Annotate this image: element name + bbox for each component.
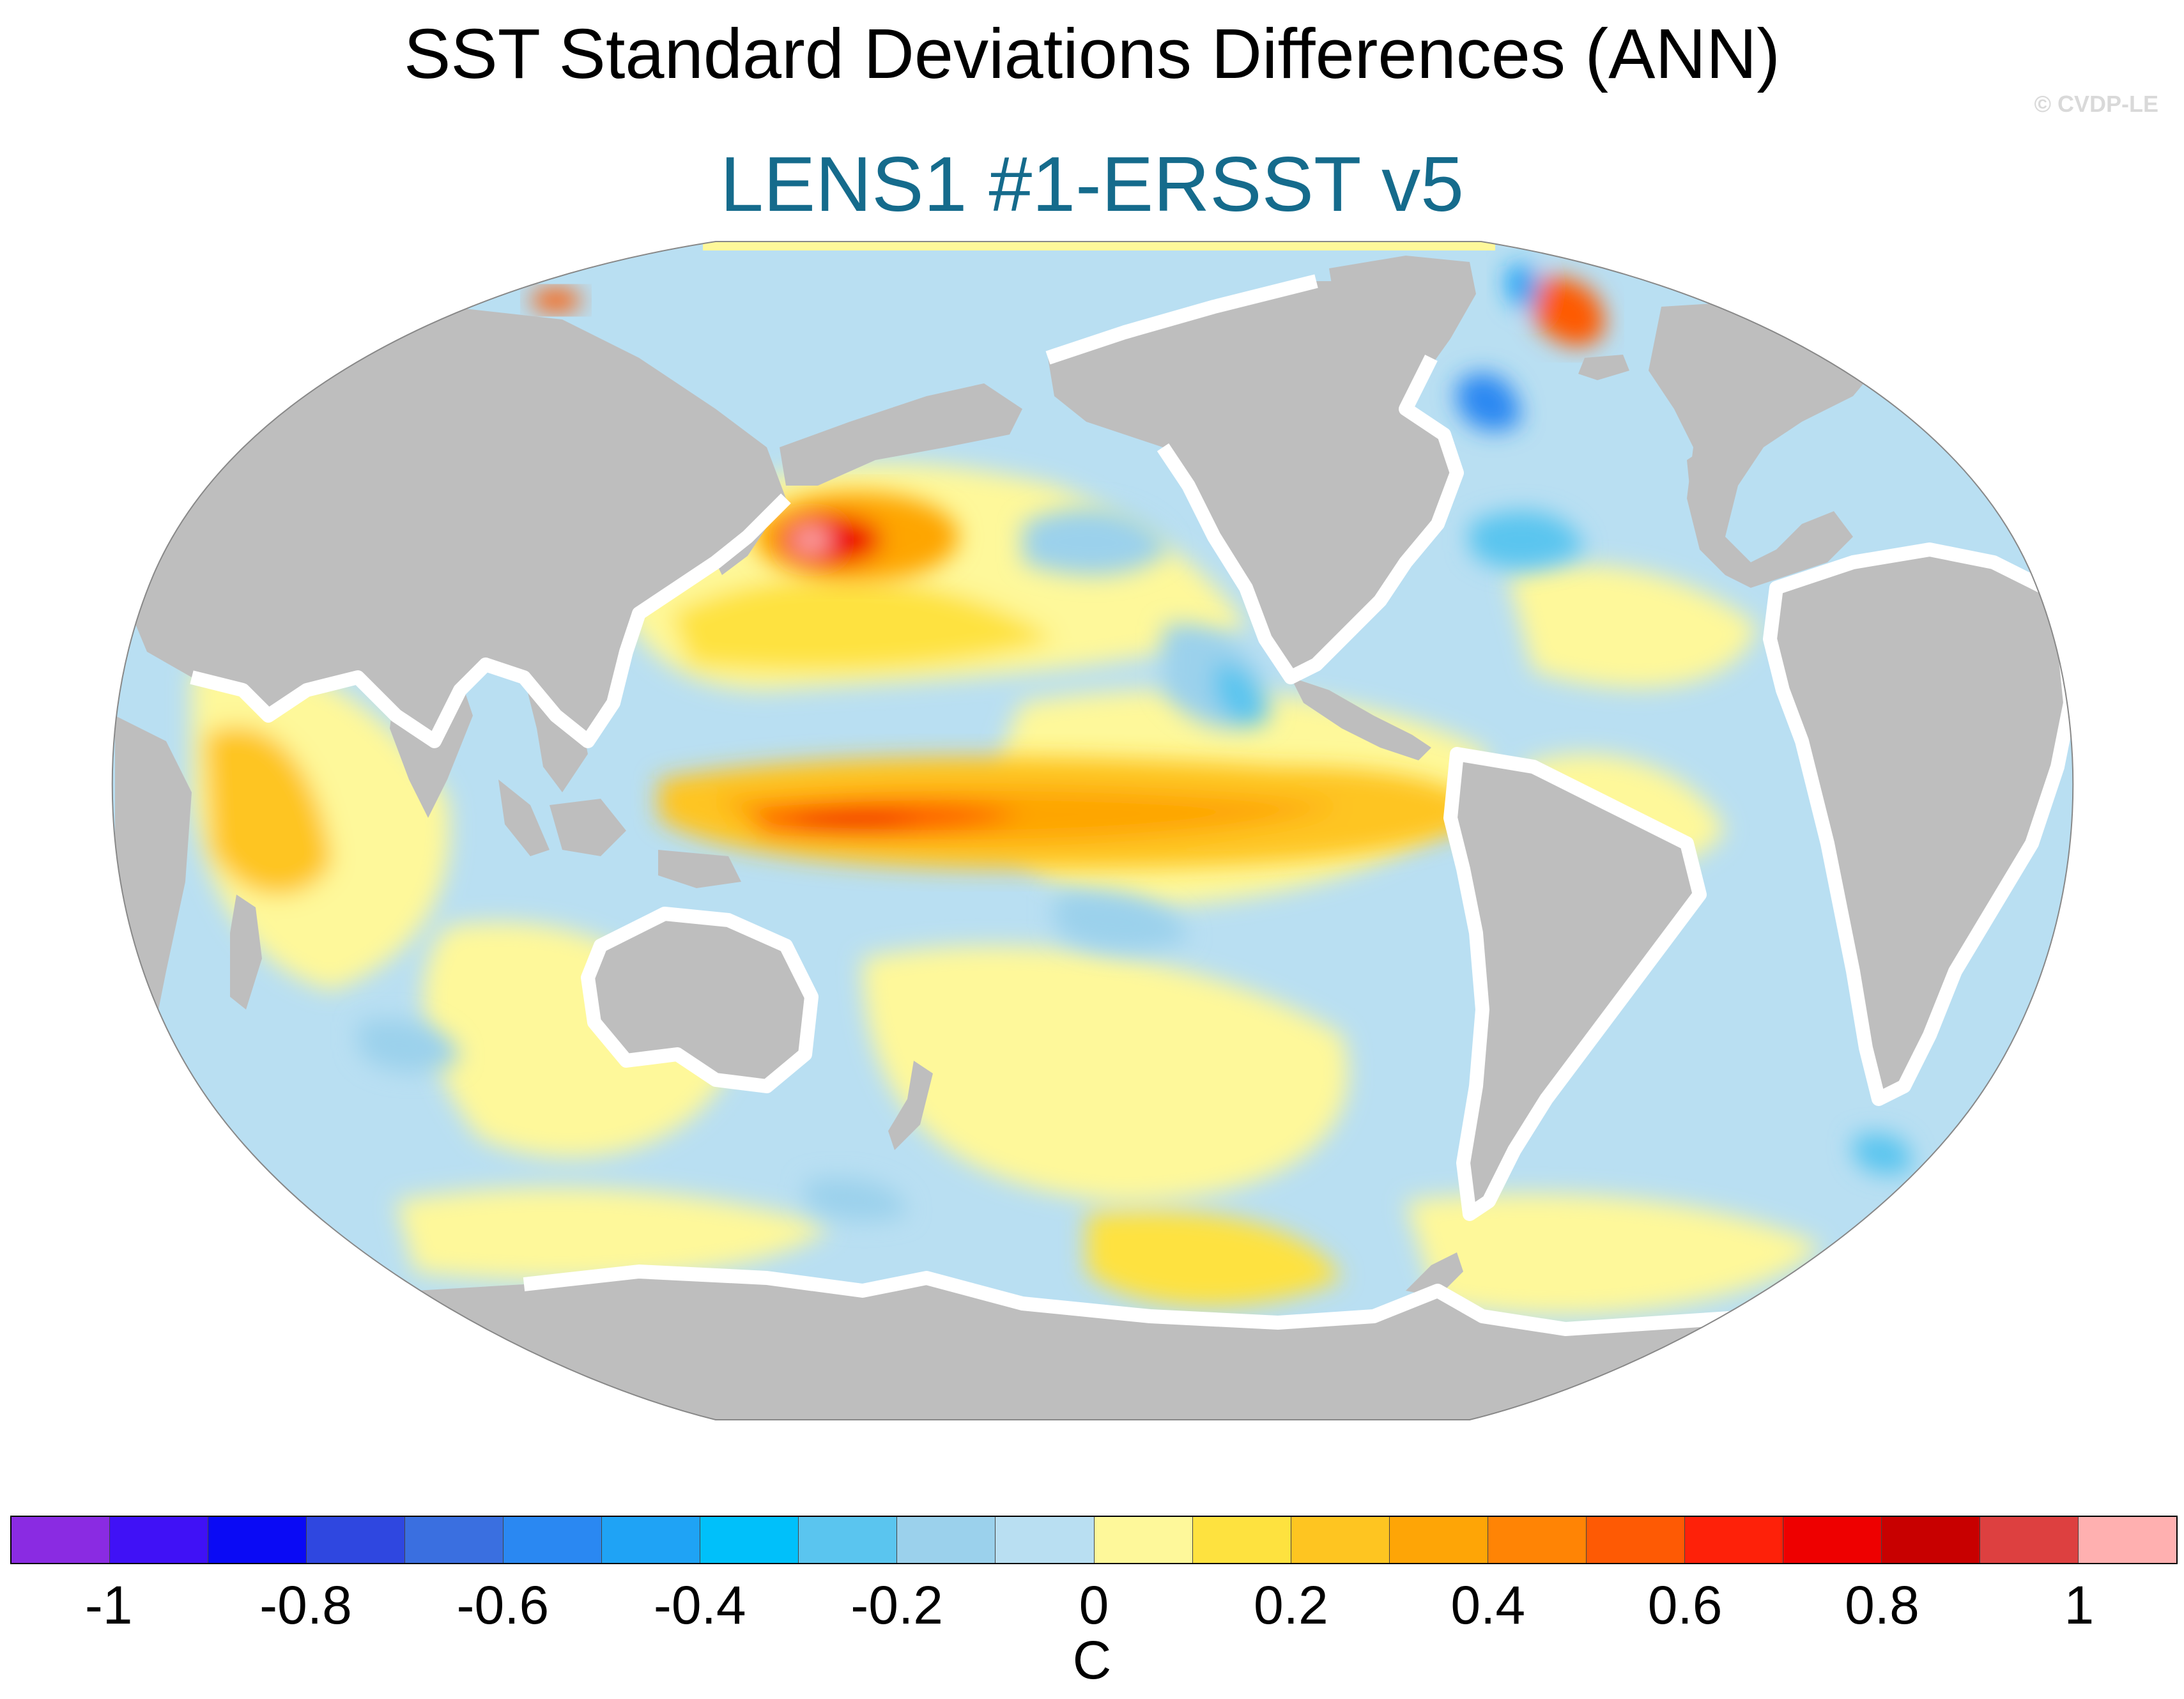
map-title: SST Standard Deviations Differences (ANN… [403, 15, 1781, 93]
colorbar-tick-label: 0.6 [1647, 1575, 1723, 1635]
south-indian-cool [358, 1019, 460, 1072]
colorbar-cell [1291, 1517, 1390, 1563]
colorbar-cell [602, 1517, 701, 1563]
labrador-sea-cool [1457, 373, 1521, 431]
land-central-america [1291, 677, 1431, 760]
arctic-warm-spot [530, 289, 581, 312]
kuroshio-hotspot [754, 492, 958, 581]
rim-north-america [1045, 274, 1464, 684]
rim-africa-right [1763, 542, 2073, 1106]
colorbar-cell [504, 1517, 603, 1563]
map-field [112, 242, 2073, 1420]
land-iceland [1578, 355, 1629, 380]
tasman-cool [805, 1178, 907, 1221]
colorbar-cell [897, 1517, 996, 1563]
north-atlantic-warm [1508, 565, 1757, 688]
colorbar-cell [110, 1517, 209, 1563]
land-north-america [1048, 281, 1457, 677]
land-british-isles [1687, 447, 1719, 498]
gulf-stream-cool [1470, 511, 1585, 569]
california-cool-core [1214, 663, 1266, 726]
colorbar-cell [12, 1517, 111, 1563]
land-europe [1649, 300, 1885, 588]
southern-ocean-warm-atlantic [1406, 1194, 1821, 1315]
kuroshio-core [792, 528, 831, 551]
land-south-america [1450, 754, 1700, 1214]
land-madagascar [230, 895, 262, 1010]
colorbar-cell [405, 1517, 504, 1563]
south-pacific-cool [1054, 891, 1188, 951]
map-subtitle: LENS1 #1-ERSST v5 [719, 141, 1465, 227]
colorbar-cell [1980, 1517, 2079, 1563]
land-greenland [1329, 256, 1476, 409]
colorbar-cell [1094, 1517, 1193, 1563]
greenland-sea-cool [1506, 265, 1539, 308]
colorbar-cell [700, 1517, 799, 1563]
rim-australia [581, 907, 819, 1093]
land-new-guinea [658, 850, 741, 888]
colorbar-cell [1488, 1517, 1587, 1563]
south-atlantic-cool [1853, 1133, 1912, 1175]
colorbar-cell [1192, 1517, 1291, 1563]
colorbar-cell [1586, 1517, 1685, 1563]
land-eurasia-west [115, 307, 786, 741]
colorbar-tick-label: 0.4 [1450, 1575, 1526, 1635]
colorbar-tick-label: -0.8 [259, 1575, 352, 1635]
land-borneo [550, 799, 626, 856]
colorbar-tick-label: 0 [1079, 1575, 1109, 1635]
colorbar-tick-label: -0.6 [456, 1575, 550, 1635]
land-new-zealand [888, 1061, 933, 1150]
southern-indian-band [396, 1188, 831, 1280]
rim-south-america [1443, 747, 1707, 1221]
land-northeast-asia [780, 383, 1022, 486]
greenland-sea-warm [1534, 277, 1604, 346]
colorbar-cell [2078, 1517, 2177, 1563]
credit-label: © CVDP-LE [2034, 91, 2158, 117]
arabian-sea-warm [204, 726, 332, 895]
map-outline [111, 241, 2074, 1420]
colorbar-tick-label: 0.2 [1253, 1575, 1328, 1635]
enso-band-core [792, 813, 920, 829]
colorbar-cell [208, 1517, 307, 1563]
colorbar-tick-label: 0.8 [1845, 1575, 1919, 1635]
colorbar-cell [1684, 1517, 1783, 1563]
equatorial-tongue [658, 756, 1489, 869]
south-pacific-warm [863, 946, 1348, 1201]
land-africa [1770, 550, 2070, 1099]
land-australia [588, 914, 811, 1086]
north-pacific-band [671, 576, 1054, 671]
rim-antarctica [523, 1265, 1983, 1349]
world-map [111, 241, 2074, 1420]
colorbar-cell [1783, 1517, 1882, 1563]
land-sumatra [498, 780, 550, 856]
colorbar-tick-label: -0.2 [850, 1575, 943, 1635]
colorbar-tick-label: -1 [84, 1575, 133, 1635]
north-atlantic-hotspot [1506, 265, 1604, 346]
missing-data-rim [190, 274, 2073, 1349]
colorbar-cell [996, 1517, 1095, 1563]
northeast-pacific-cool [1022, 507, 1169, 576]
colorbar-unit-label: C [1072, 1630, 1112, 1690]
colorbar-cell [307, 1517, 406, 1563]
negative-anomalies [358, 373, 1912, 1221]
southern-ocean-warm-pacific [1086, 1210, 1342, 1306]
colorbar-cell [1881, 1517, 1980, 1563]
colorbar [10, 1516, 2178, 1564]
rim-eurasia [190, 493, 791, 748]
arctic-cap-band [703, 242, 1495, 250]
colorbar-cell [799, 1517, 898, 1563]
colorbar-cell [1389, 1517, 1488, 1563]
colorbar-tick-label: 1 [2064, 1575, 2095, 1635]
colorbar-tick-label: -0.4 [653, 1575, 746, 1635]
land-antarctic-peninsula [1406, 1252, 1463, 1297]
